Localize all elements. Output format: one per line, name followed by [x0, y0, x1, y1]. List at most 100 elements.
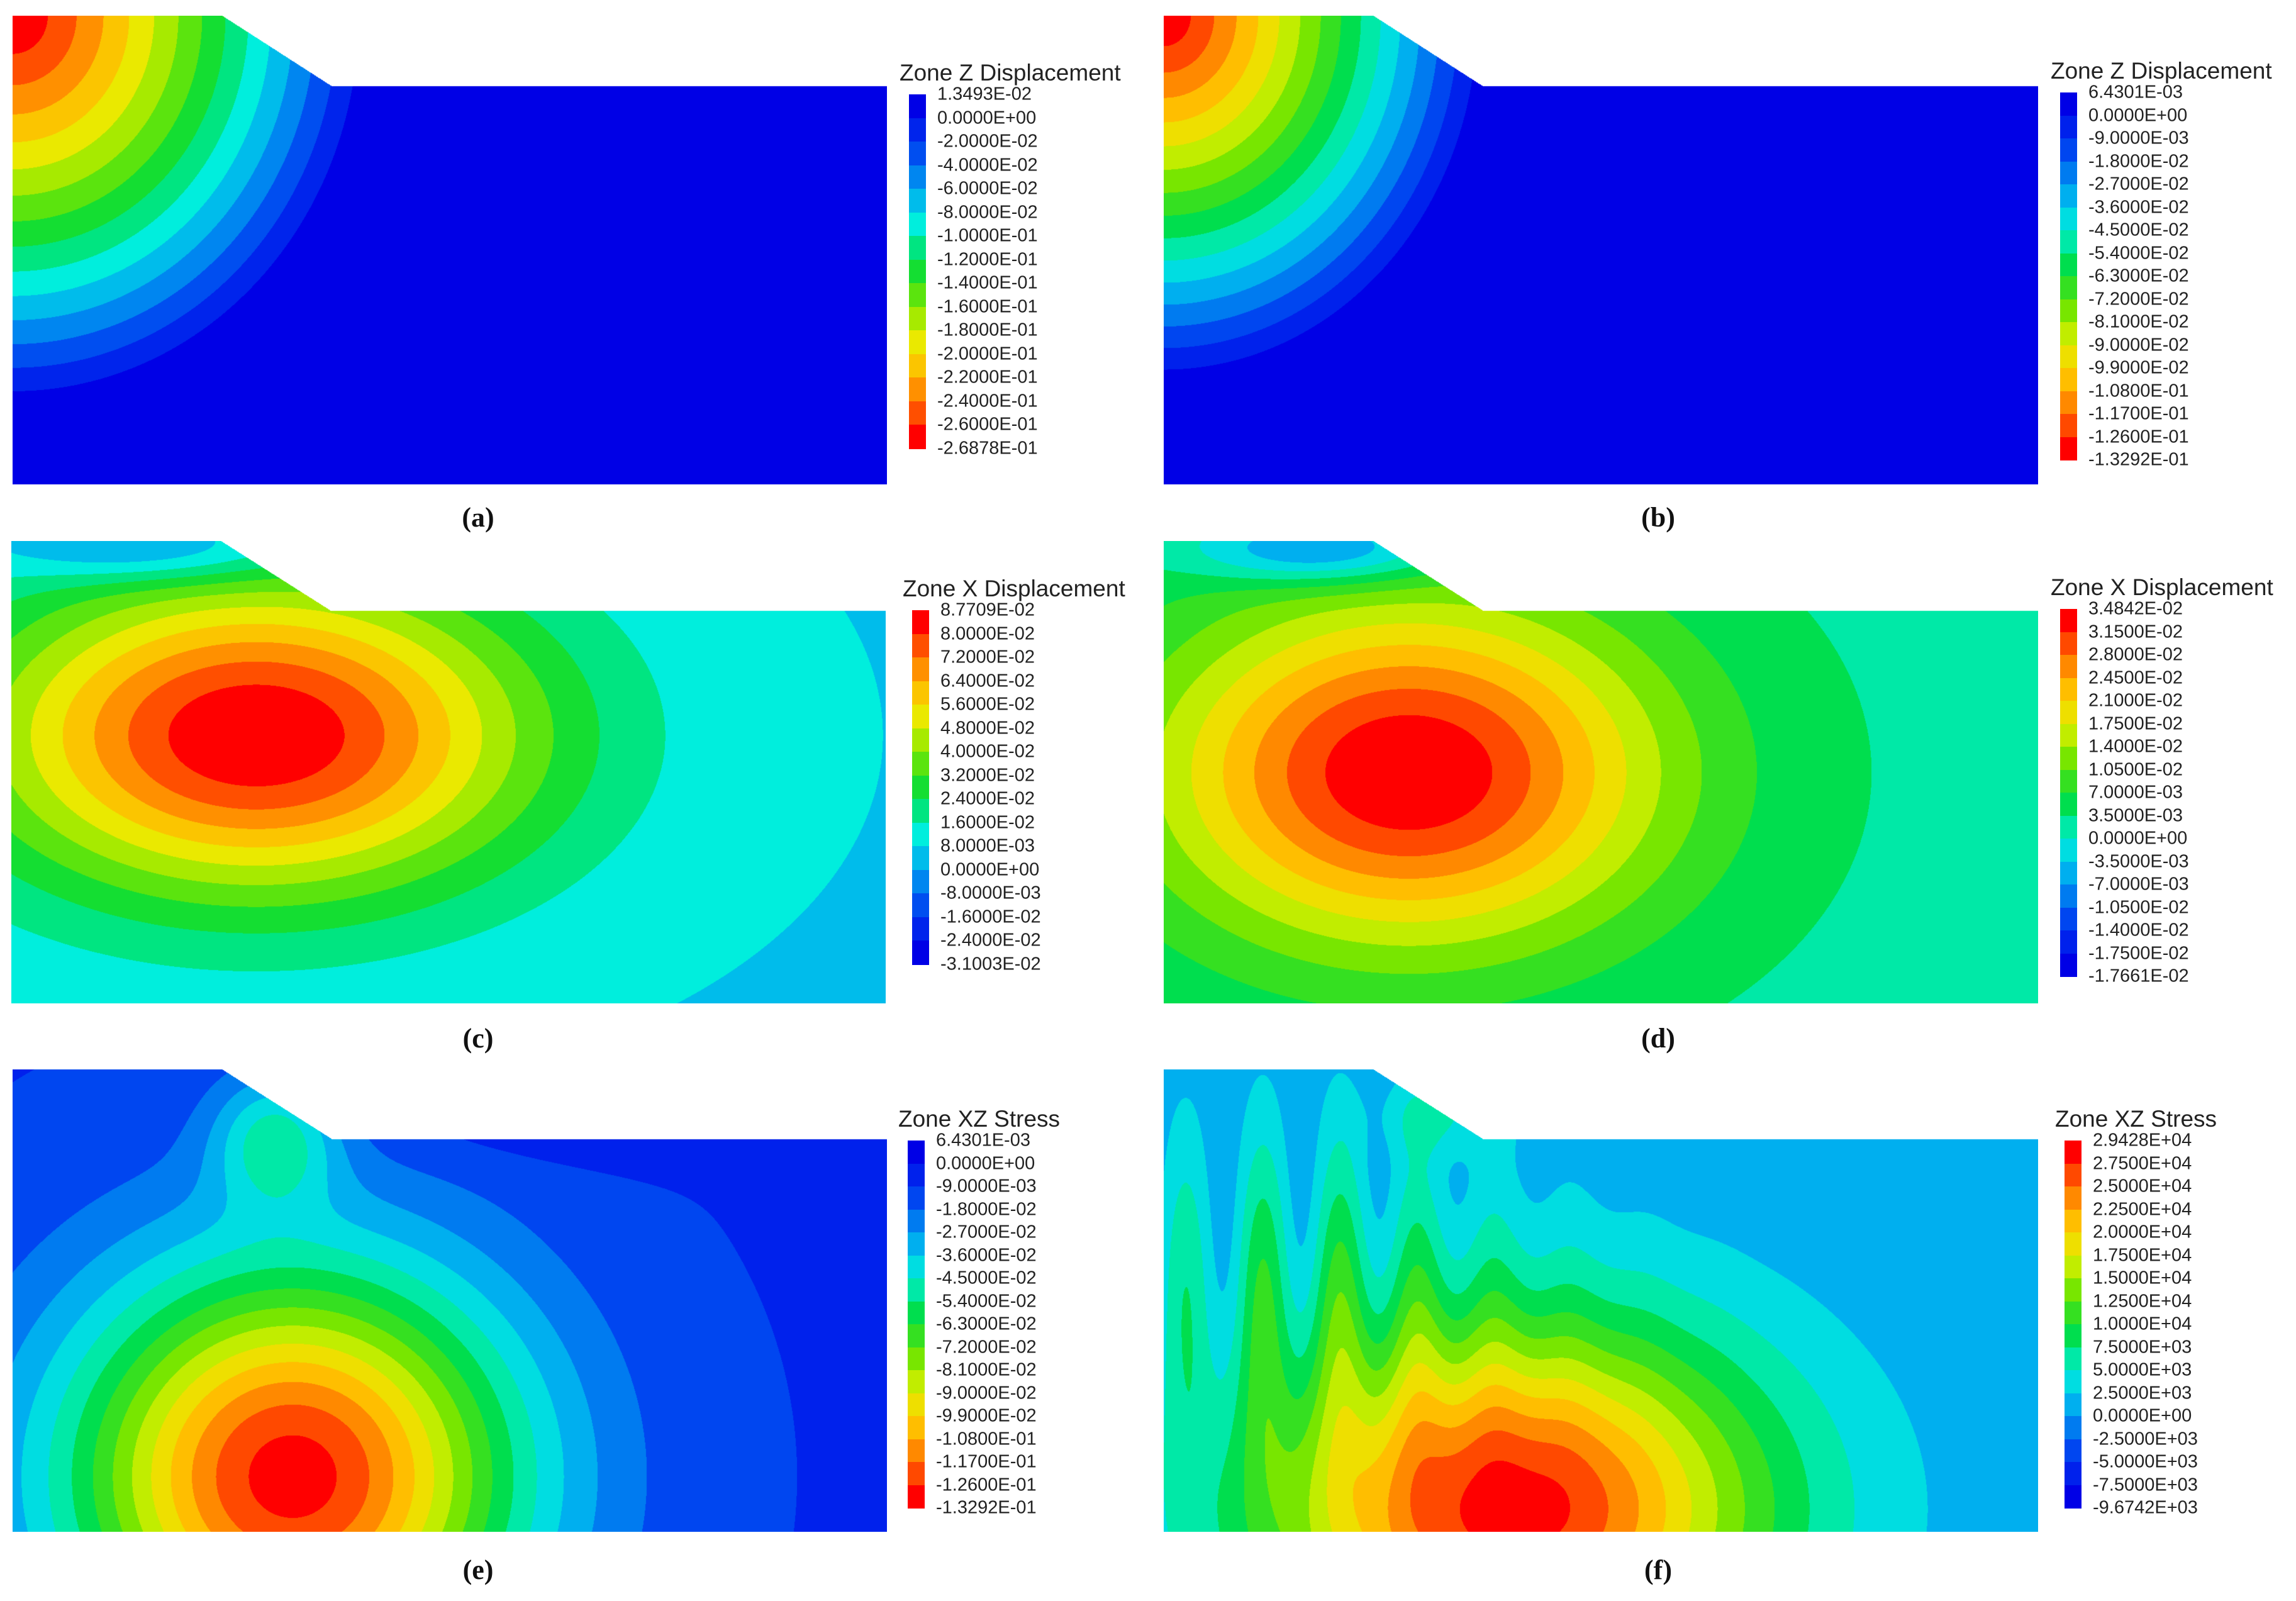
legend-swatch	[2060, 861, 2077, 885]
legend-tick-label: 1.2500E+04	[2093, 1291, 2192, 1311]
caption-f: (f)	[1644, 1554, 1672, 1585]
legend-swatch	[909, 236, 926, 260]
legend-swatch	[912, 752, 929, 776]
legend-swatch	[909, 283, 926, 308]
legend-swatch	[912, 633, 929, 658]
legend-tick-label: 3.5000E-03	[2088, 805, 2183, 825]
contour-plot-f	[1164, 1069, 2038, 1532]
legend-swatch	[2060, 161, 2077, 185]
legend-tick-label: 1.5000E+04	[2093, 1268, 2192, 1288]
legend-tick-label: -3.6000E-02	[936, 1245, 1037, 1265]
legend-swatch	[2065, 1232, 2081, 1256]
legend-tick-label: 0.0000E+00	[937, 108, 1037, 128]
legend-swatch	[909, 118, 926, 142]
legend-tick-label: -6.3000E-02	[936, 1314, 1037, 1334]
legend-swatch	[2065, 1209, 2081, 1233]
legend-swatch	[2060, 276, 2077, 300]
legend-tick-label: -1.8000E-01	[937, 320, 1038, 340]
legend-title-a: Zone Z Displacement	[900, 60, 1121, 86]
legend-swatch	[908, 1163, 925, 1187]
legend-tick-label: -4.5000E-02	[936, 1268, 1037, 1288]
legend-swatch	[912, 893, 929, 918]
panel-b: Zone Z Displacement 6.4301E-03 0.0000E+00…	[1148, 0, 2296, 541]
legend-tick-label: 4.8000E-02	[940, 718, 1035, 738]
legend-tick-label: -1.2600E-01	[936, 1475, 1037, 1495]
legend-swatch	[2065, 1393, 2081, 1417]
legend-tick-label: -1.8000E-02	[2088, 151, 2189, 171]
legend-tick-label: -8.0000E-02	[937, 202, 1038, 222]
legend-tick-label: -1.7661E-02	[2088, 966, 2189, 986]
legend-swatch	[2065, 1416, 2081, 1440]
legend-tick-label: 2.5000E+04	[2093, 1176, 2192, 1197]
legend-swatch	[2060, 723, 2077, 747]
legend-tick-label: -2.5000E+03	[2093, 1429, 2198, 1449]
legend-tick-label: -9.9000E-02	[2088, 357, 2189, 378]
legend-swatch	[2060, 253, 2077, 277]
legend-tick-label: 2.0000E+04	[2093, 1222, 2192, 1242]
legend-swatch	[2060, 815, 2077, 839]
legend-swatch	[909, 306, 926, 331]
legend-swatch	[2060, 138, 2077, 162]
legend-tick-label: 0.0000E+00	[940, 859, 1040, 879]
legend-tick-label: 5.0000E+03	[2093, 1359, 2192, 1380]
legend-tick-label: -1.0000E-01	[937, 225, 1038, 246]
legend-tick-label: -5.4000E-02	[2088, 243, 2189, 263]
caption-b: (b)	[1641, 502, 1675, 533]
legend-swatch	[912, 799, 929, 823]
legend-swatch	[2060, 953, 2077, 977]
legend-swatch	[912, 846, 929, 871]
legend-swatch	[2060, 322, 2077, 346]
legend-swatch	[2065, 1186, 2081, 1210]
legend-tick-label: 8.0000E-02	[940, 623, 1035, 644]
legend-tick-label: 2.7500E+04	[2093, 1153, 2192, 1173]
legend-tick-label: -3.1003E-02	[940, 954, 1041, 974]
legend-swatch	[909, 94, 926, 119]
legend-swatch	[908, 1393, 925, 1417]
legend-swatch	[909, 377, 926, 402]
legend-tick-label: 6.4301E-03	[936, 1130, 1030, 1151]
legend-swatch	[2060, 655, 2077, 679]
legend-tick-label: -9.6742E+03	[2093, 1497, 2198, 1518]
legend-swatch	[912, 610, 929, 635]
legend-tick-label: -7.2000E-02	[2088, 289, 2189, 309]
legend-swatch	[912, 657, 929, 682]
legend-tick-label: 2.5000E+03	[2093, 1383, 2192, 1403]
legend-tick-label: -1.6000E-01	[937, 296, 1038, 316]
legend-tick-label: -2.4000E-01	[937, 391, 1038, 411]
legend-swatch	[2065, 1324, 2081, 1348]
legend-tick-label: -1.0800E-01	[2088, 381, 2189, 401]
legend-tick-label: -4.5000E-02	[2088, 220, 2189, 240]
legend-tick-label: -1.3292E-01	[936, 1497, 1037, 1518]
legend-tick-label: -9.0000E-02	[2088, 335, 2189, 355]
legend-swatch	[909, 142, 926, 166]
legend-swatch	[909, 330, 926, 355]
legend-tick-label: -1.8000E-02	[936, 1199, 1037, 1219]
legend-tick-label: 2.1000E-02	[2088, 690, 2183, 711]
legend-swatch	[909, 259, 926, 284]
legend-tick-label: 1.3493E-02	[937, 84, 1032, 104]
legend-tick-label: -1.2600E-01	[2088, 427, 2189, 447]
panel-a: Zone Z Displacement 1.3493E-02 0.0000E+00…	[0, 0, 1148, 541]
legend-swatch	[2065, 1347, 2081, 1371]
legend-tick-label: -1.1700E-01	[936, 1451, 1037, 1472]
legend-tick-label: 2.4000E-02	[940, 788, 1035, 809]
legend-tick-label: 3.1500E-02	[2088, 622, 2183, 642]
legend-swatch	[2065, 1439, 2081, 1463]
legend-tick-label: -6.3000E-02	[2088, 265, 2189, 286]
legend-swatch	[2060, 299, 2077, 323]
legend-tick-label: 2.2500E+04	[2093, 1199, 2192, 1219]
legend-tick-label: -4.0000E-02	[937, 155, 1038, 175]
legend-tick-label: 6.4301E-03	[2088, 82, 2183, 103]
legend-swatch	[2060, 793, 2077, 817]
legend-swatch	[912, 775, 929, 800]
legend-swatch	[2065, 1163, 2081, 1187]
legend-tick-label: 2.8000E-02	[2088, 644, 2183, 665]
legend-swatch	[912, 728, 929, 752]
legend-tick-label: 0.0000E+00	[2088, 828, 2188, 849]
legend-tick-label: -9.9000E-02	[936, 1405, 1037, 1426]
caption-d: (d)	[1641, 1023, 1675, 1054]
panel-f: Zone XZ Stress 2.9428E+04 2.7500E+04 2.500…	[1148, 1069, 2296, 1601]
legend-swatch	[2060, 345, 2077, 369]
legend-tick-label: -1.7500E-02	[2088, 943, 2189, 963]
legend-tick-label: -3.6000E-02	[2088, 197, 2189, 217]
